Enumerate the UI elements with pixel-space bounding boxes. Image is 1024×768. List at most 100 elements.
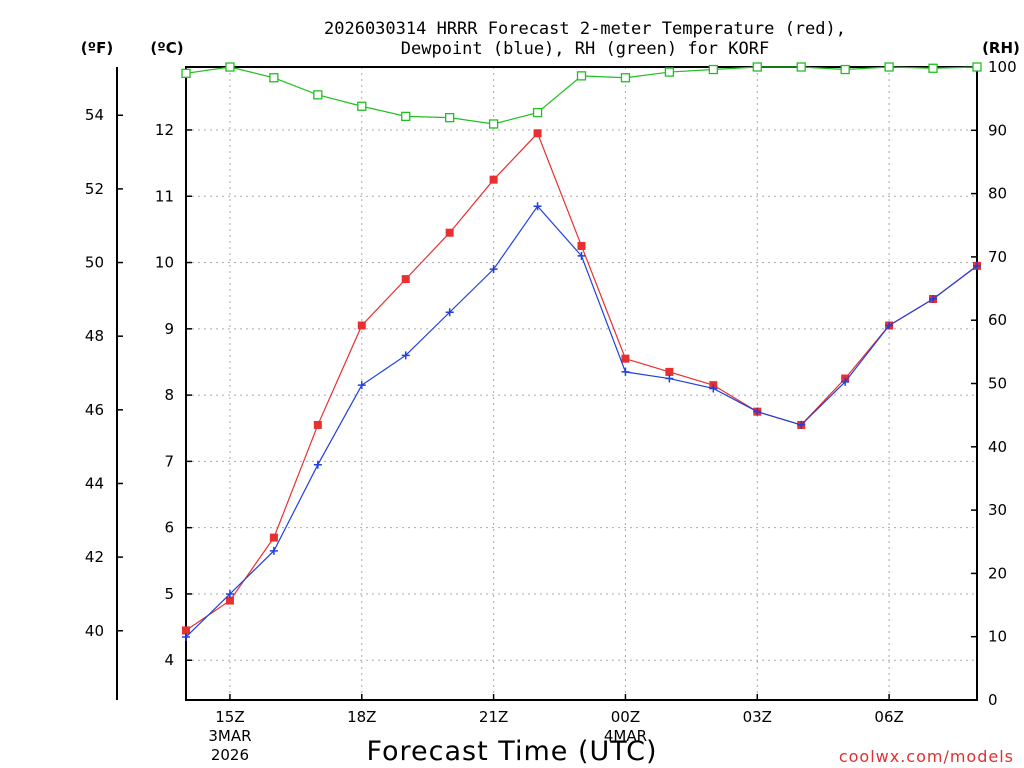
dewpoint-point xyxy=(182,633,190,642)
fahrenheit-tick-label: 50 xyxy=(85,254,104,272)
temperature-point xyxy=(489,175,498,184)
dewpoint-point xyxy=(489,265,498,274)
dewpoint-point xyxy=(401,351,410,360)
x-tick-label: 18Z xyxy=(347,708,376,726)
dewpoint-point xyxy=(225,589,234,598)
celsius-tick-label: 7 xyxy=(164,452,174,470)
dewpoint-point xyxy=(841,377,850,386)
plot-frame xyxy=(185,66,978,701)
chart-title-line2: Dewpoint (blue), RH (green) for KORF xyxy=(401,39,769,59)
temperature-point xyxy=(357,321,366,330)
rh-point xyxy=(928,63,938,73)
temperature-line xyxy=(185,132,978,631)
x-axis-title: Forecast Time (UTC) xyxy=(366,736,657,767)
rh-point xyxy=(708,64,718,75)
rh-tick-label: 100 xyxy=(988,58,1017,76)
dewpoint-point xyxy=(533,202,542,211)
celsius-tick-label: 8 xyxy=(164,386,174,404)
dewpoint-point xyxy=(753,407,762,416)
rh-tick-label: 70 xyxy=(988,248,1007,266)
fahrenheit-tick-label: 44 xyxy=(85,474,104,492)
x-tick-label: 00Z xyxy=(611,708,640,726)
rh-point xyxy=(357,101,367,111)
rh-tick-label: 80 xyxy=(988,185,1007,203)
x-date-label: 4MAR xyxy=(604,727,647,745)
rh-tick-label: 0 xyxy=(988,691,998,709)
temperature-point xyxy=(665,367,674,376)
celsius-unit-label: (ºC) xyxy=(150,39,183,57)
rh-point xyxy=(664,67,675,77)
rh-point xyxy=(884,62,894,72)
temperature-point xyxy=(269,533,278,542)
rh-tick-label: 30 xyxy=(988,501,1007,519)
rh-tick-label: 60 xyxy=(988,311,1007,329)
rh-tick-label: 20 xyxy=(988,564,1007,582)
rh-point xyxy=(532,107,543,118)
fahrenheit-unit-label: (ºF) xyxy=(81,39,113,57)
celsius-tick-label: 10 xyxy=(155,254,174,272)
rh-unit-label: (RH) xyxy=(982,39,1020,57)
dewpoint-point xyxy=(313,460,322,469)
celsius-tick-label: 6 xyxy=(164,519,174,537)
fahrenheit-tick-label: 48 xyxy=(85,327,104,345)
rh-tick-label: 40 xyxy=(988,438,1007,456)
temperature-point xyxy=(401,275,410,284)
grid-lines xyxy=(186,67,977,700)
x-tick-label: 03Z xyxy=(743,708,772,726)
x-tick-label: 15Z xyxy=(215,708,244,726)
rh-point xyxy=(840,64,850,75)
celsius-tick-label: 4 xyxy=(164,651,174,669)
dewpoint-point xyxy=(973,261,981,270)
chart-title-line1: 2026030314 HRRR Forecast 2-meter Tempera… xyxy=(324,19,846,39)
rh-point xyxy=(620,73,631,83)
dewpoint-point xyxy=(577,251,586,260)
dewpoint-point xyxy=(797,420,806,429)
tick-labels: 4 5 6 7 8 9 10 11 12 40 42 44 46 48 50 52 54 0 10 20 30 40 50 6… xyxy=(85,58,1017,764)
rh-point xyxy=(269,73,279,83)
dewpoint-point xyxy=(445,308,454,317)
dewpoint-point xyxy=(621,367,630,376)
rh-tick-label: 90 xyxy=(988,121,1007,139)
temperature-point xyxy=(445,228,454,237)
x-tick-label: 06Z xyxy=(874,708,903,726)
credit-label: coolwx.com/models xyxy=(839,747,1014,766)
rh-point xyxy=(181,68,191,78)
rh-tick-label: 10 xyxy=(988,628,1007,646)
x-date-label: 3MAR xyxy=(208,727,251,745)
celsius-tick-label: 11 xyxy=(155,187,174,205)
fahrenheit-tick-label: 46 xyxy=(85,401,104,419)
dewpoint-point xyxy=(665,374,674,383)
temperature-point xyxy=(225,596,234,605)
dewpoint-line xyxy=(185,205,978,638)
dewpoint-point xyxy=(269,546,278,555)
rh-point xyxy=(225,62,235,72)
celsius-tick-label: 5 xyxy=(164,585,174,603)
data-series xyxy=(181,62,982,642)
rh-tick-label: 50 xyxy=(988,375,1007,393)
dewpoint-point xyxy=(929,294,938,303)
x-year-label: 2026 xyxy=(211,746,249,764)
rh-point xyxy=(576,71,587,81)
fahrenheit-tick-label: 42 xyxy=(85,548,104,566)
dewpoint-point xyxy=(709,384,718,393)
rh-point xyxy=(401,111,411,122)
temperature-point xyxy=(577,241,586,250)
celsius-tick-label: 9 xyxy=(164,320,174,338)
dewpoint-point xyxy=(357,381,366,390)
temperature-point xyxy=(533,129,542,138)
x-tick-label: 21Z xyxy=(479,708,508,726)
dewpoint-point xyxy=(885,321,894,330)
rh-point xyxy=(488,119,499,129)
rh-point xyxy=(752,62,762,72)
celsius-tick-label: 12 xyxy=(155,121,174,139)
temperature-point xyxy=(182,626,190,635)
fahrenheit-tick-label: 52 xyxy=(85,180,104,198)
rh-point xyxy=(445,112,455,123)
fahrenheit-tick-label: 54 xyxy=(85,106,104,124)
rh-point xyxy=(313,90,323,100)
rh-point xyxy=(796,62,806,72)
fahrenheit-tick-label: 40 xyxy=(85,622,104,640)
rh-point xyxy=(972,62,982,72)
temperature-point xyxy=(313,420,322,429)
